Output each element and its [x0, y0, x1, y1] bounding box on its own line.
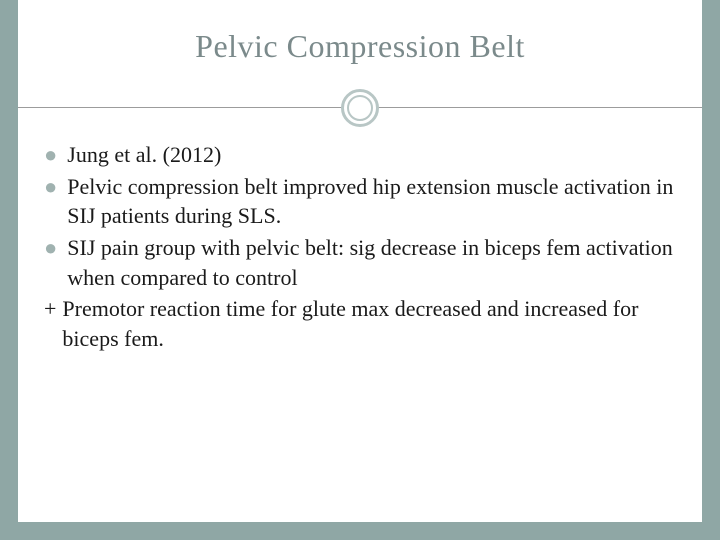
bullet-text: Pelvic compression belt improved hip ext… [67, 172, 676, 231]
bullet-text: SIJ pain group with pelvic belt: sig dec… [67, 233, 676, 292]
bullet-item: ● SIJ pain group with pelvic belt: sig d… [44, 233, 676, 292]
bullet-item: ● Jung et al. (2012) [44, 140, 676, 170]
border-right [702, 0, 720, 540]
border-left [0, 0, 18, 540]
bullet-item: ● Pelvic compression belt improved hip e… [44, 172, 676, 231]
bullet-icon: ● [44, 140, 57, 170]
title-area: Pelvic Compression Belt [40, 18, 680, 79]
divider [18, 88, 702, 128]
bullet-text: Jung et al. (2012) [67, 140, 676, 170]
divider-circle-icon [341, 89, 379, 127]
plus-text: Premotor reaction time for glute max dec… [62, 294, 676, 353]
slide-title: Pelvic Compression Belt [40, 18, 680, 79]
plus-item: + Premotor reaction time for glute max d… [44, 294, 676, 353]
plus-icon: + [44, 294, 56, 324]
bullet-icon: ● [44, 172, 57, 202]
border-bottom [0, 522, 720, 540]
bullet-icon: ● [44, 233, 57, 263]
slide: Pelvic Compression Belt ● Jung et al. (2… [0, 0, 720, 540]
content-area: ● Jung et al. (2012) ● Pelvic compressio… [44, 140, 676, 354]
